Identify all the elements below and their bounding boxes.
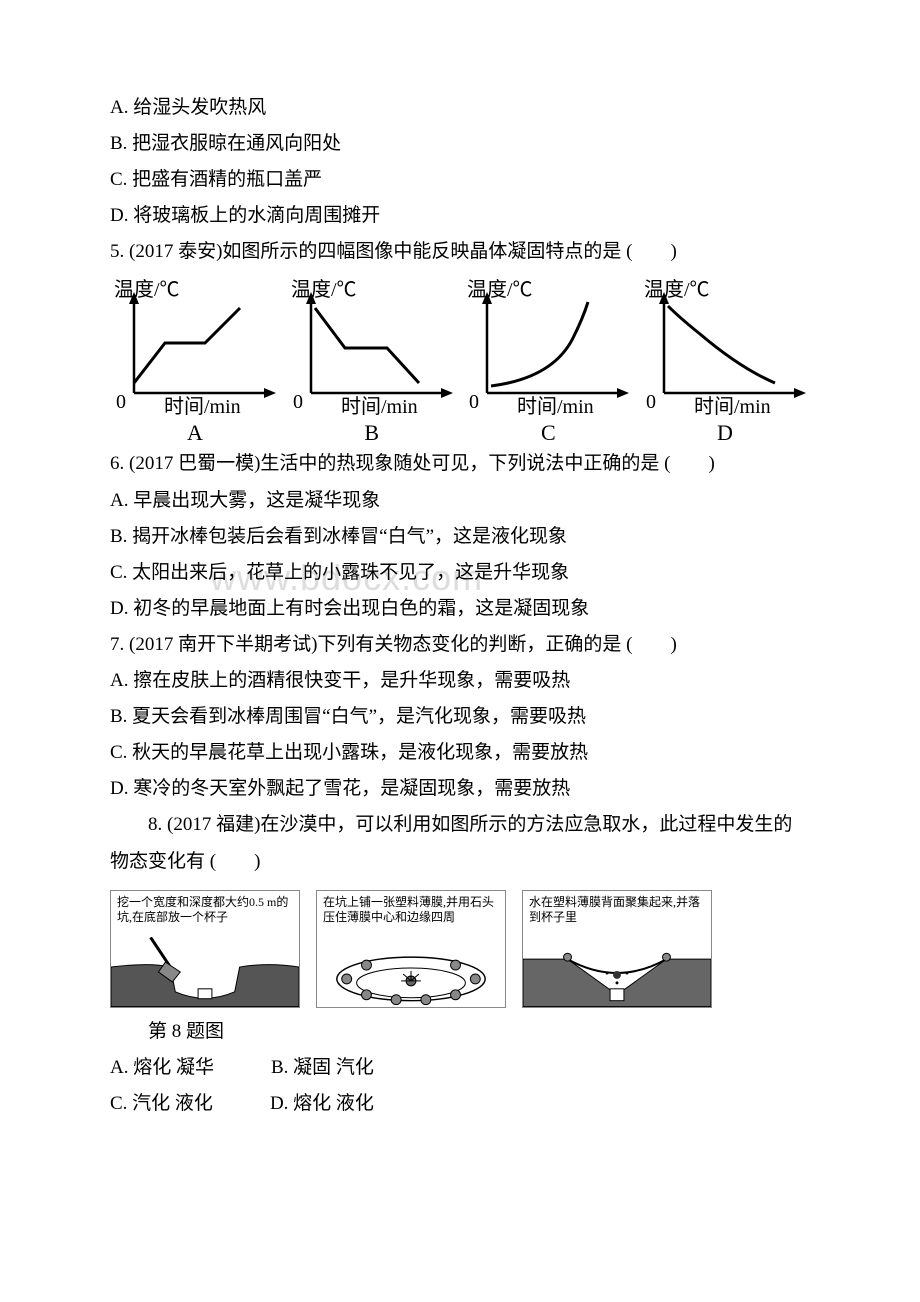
svg-text:时间/min: 时间/min — [517, 395, 594, 418]
graph-a-label: A — [110, 420, 280, 446]
q8-fig-caption: 第 8 题图 — [110, 1014, 810, 1050]
q5-graphs: 温度/℃ 0 时间/min A 温度/℃ — [110, 278, 810, 446]
svg-text:时间/min: 时间/min — [694, 395, 771, 418]
q8-d: D. 熔化 液化 — [270, 1093, 374, 1114]
option-a-prev: A. 给湿头发吹热风 — [110, 90, 810, 126]
option-c-prev: C. 把盛有酒精的瓶口盖严 — [110, 162, 810, 198]
q8-panel1-caption: 挖一个宽度和深度都大约0.5 m的坑,在底部放一个杯子 — [117, 895, 293, 926]
q8-figure: 挖一个宽度和深度都大约0.5 m的坑,在底部放一个杯子 在坑上铺一张塑料薄膜,并… — [110, 890, 810, 1008]
q8-options-row1: A. 熔化 凝华 B. 凝固 汽化 — [110, 1050, 810, 1086]
graph-b-label: B — [287, 420, 457, 446]
q7-a: A. 擦在皮肤上的酒精很快变干，是升华现象，需要吸热 — [110, 663, 810, 699]
graph-b: 温度/℃ 0 时间/min B — [287, 278, 457, 446]
q5-stem: 5. (2017 泰安)如图所示的四幅图像中能反映晶体凝固特点的是 ( ) — [110, 234, 810, 270]
q7-c: C. 秋天的早晨花草上出现小露珠，是液化现象，需要放热 — [110, 735, 810, 771]
graph-c-label: C — [463, 420, 633, 446]
q6-d: D. 初冬的早晨地面上有时会出现白色的霜，这是凝固现象 — [110, 591, 810, 627]
q8-c: C. 汽化 液化 — [110, 1093, 213, 1114]
q7-stem: 7. (2017 南开下半期考试)下列有关物态变化的判断，正确的是 ( ) — [110, 627, 810, 663]
svg-text:0: 0 — [293, 391, 303, 413]
svg-text:温度/℃: 温度/℃ — [291, 278, 357, 301]
svg-text:温度/℃: 温度/℃ — [467, 278, 533, 301]
q8-b: B. 凝固 汽化 — [271, 1057, 374, 1078]
q8-stem: 8. (2017 福建)在沙漠中，可以利用如图所示的方法应急取水，此过程中发生的… — [110, 807, 810, 879]
q7-b: B. 夏天会看到冰棒周围冒“白气”，是汽化现象，需要吸热 — [110, 699, 810, 735]
q8-options-row2: C. 汽化 液化 D. 熔化 液化 — [110, 1086, 810, 1122]
graph-d: 温度/℃ 0 时间/min D — [640, 278, 810, 446]
q7-d: D. 寒冷的冬天室外飘起了雪花，是凝固现象，需要放热 — [110, 771, 810, 807]
svg-text:0: 0 — [646, 391, 656, 413]
q8-panel2: 在坑上铺一张塑料薄膜,并用石头压住薄膜中心和边缘四周 — [316, 890, 506, 1008]
q8-panel2-caption: 在坑上铺一张塑料薄膜,并用石头压住薄膜中心和边缘四周 — [323, 895, 499, 926]
graph-d-label: D — [640, 420, 810, 446]
svg-text:时间/min: 时间/min — [164, 395, 241, 418]
q8-panel1: 挖一个宽度和深度都大约0.5 m的坑,在底部放一个杯子 — [110, 890, 300, 1008]
q8-panel3: 水在塑料薄膜背面聚集起来,并落到杯子里 — [522, 890, 712, 1008]
q6-c: C. 太阳出来后，花草上的小露珠不见了，这是升华现象 — [110, 555, 810, 591]
q6-stem: 6. (2017 巴蜀一模)生活中的热现象随处可见，下列说法中正确的是 ( ) — [110, 446, 810, 482]
q8-panel3-caption: 水在塑料薄膜背面聚集起来,并落到杯子里 — [529, 895, 705, 926]
svg-text:0: 0 — [116, 391, 126, 413]
graph-c: 温度/℃ 0 时间/min C — [463, 278, 633, 446]
svg-text:时间/min: 时间/min — [341, 395, 418, 418]
option-d-prev: D. 将玻璃板上的水滴向周围摊开 — [110, 198, 810, 234]
q8-a: A. 熔化 凝华 — [110, 1057, 214, 1078]
q6-a: A. 早晨出现大雾，这是凝华现象 — [110, 483, 810, 519]
svg-text:温度/℃: 温度/℃ — [114, 278, 180, 301]
graph-a: 温度/℃ 0 时间/min A — [110, 278, 280, 446]
option-b-prev: B. 把湿衣服晾在通风向阳处 — [110, 126, 810, 162]
q6-b: B. 揭开冰棒包装后会看到冰棒冒“白气”，这是液化现象 — [110, 519, 810, 555]
svg-text:温度/℃: 温度/℃ — [644, 278, 710, 301]
svg-text:0: 0 — [469, 391, 479, 413]
